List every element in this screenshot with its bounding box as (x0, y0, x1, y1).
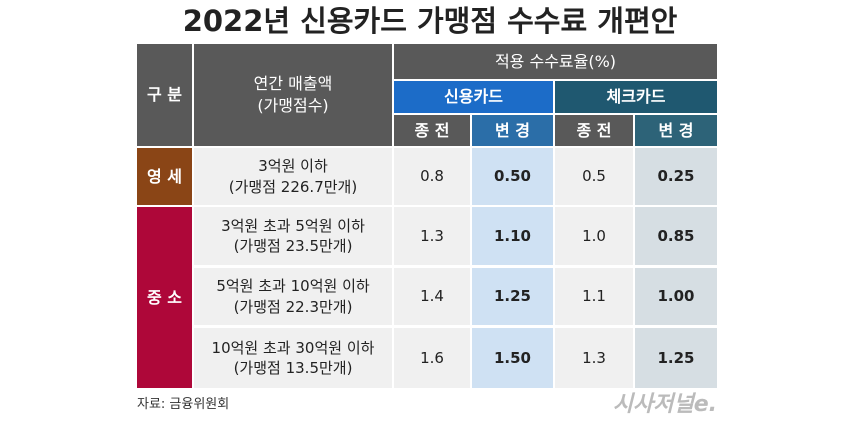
rate-cell: 0.25 (635, 148, 717, 205)
sales-line: (가맹점 22.3만개) (233, 297, 353, 316)
header-sales: 연간 매출액 (가맹점수) (194, 44, 392, 146)
sales-line: 10억원 초과 30억원 이하 (211, 338, 375, 357)
rate-cell: 0.5 (555, 148, 633, 205)
sales-line: 3억원 이하 (258, 157, 328, 176)
logo: 시사저널e. (612, 392, 717, 418)
rate-cell: 1.4 (394, 268, 470, 325)
header-sub: 종 전 (394, 115, 470, 146)
sales-cell: 5억원 초과 10억원 이하 (가맹점 22.3만개) (194, 268, 392, 325)
group-label: 중 소 (137, 207, 192, 388)
header-credit: 신용카드 (394, 81, 553, 113)
rate-cell: 1.25 (472, 268, 553, 325)
group-label: 영 세 (137, 148, 192, 205)
rate-cell: 1.0 (555, 207, 633, 265)
header-sub: 변 경 (635, 115, 717, 146)
header-check: 체크카드 (555, 81, 717, 113)
header-rate: 적용 수수료율(%) (394, 44, 717, 79)
sales-line: 5억원 초과 10억원 이하 (216, 277, 370, 296)
header-sales-line: 연간 매출액 (253, 74, 333, 94)
header-sub: 종 전 (555, 115, 633, 146)
sales-line: (가맹점 226.7만개) (228, 177, 358, 196)
source: 자료: 금융위원회 (137, 397, 230, 413)
rate-cell: 1.50 (472, 328, 553, 388)
rate-cell: 1.00 (635, 268, 717, 325)
sales-cell: 3억원 초과 5억원 이하 (가맹점 23.5만개) (194, 207, 392, 265)
rate-cell: 0.85 (635, 207, 717, 265)
sales-cell: 10억원 초과 30억원 이하 (가맹점 13.5만개) (194, 328, 392, 388)
rate-cell: 1.6 (394, 328, 470, 388)
sales-cell: 3억원 이하 (가맹점 226.7만개) (194, 148, 392, 205)
rate-cell: 1.25 (635, 328, 717, 388)
sales-line: (가맹점 23.5만개) (233, 237, 353, 255)
header-sub: 변 경 (472, 115, 553, 146)
rate-cell: 1.1 (555, 268, 633, 325)
rate-cell: 1.3 (555, 328, 633, 388)
sales-line: (가맹점 13.5만개) (233, 359, 353, 377)
header-category: 구 분 (137, 44, 192, 146)
rate-cell: 0.8 (394, 148, 470, 205)
title: 2022년 신용카드 가맹점 수수료 개편안 (182, 4, 678, 39)
rate-cell: 0.50 (472, 148, 553, 205)
rate-cell: 1.10 (472, 207, 553, 265)
header-sales-line: (가맹점수) (257, 96, 329, 115)
rate-cell: 1.3 (394, 207, 470, 265)
sales-line: 3억원 초과 5억원 이하 (221, 216, 365, 235)
